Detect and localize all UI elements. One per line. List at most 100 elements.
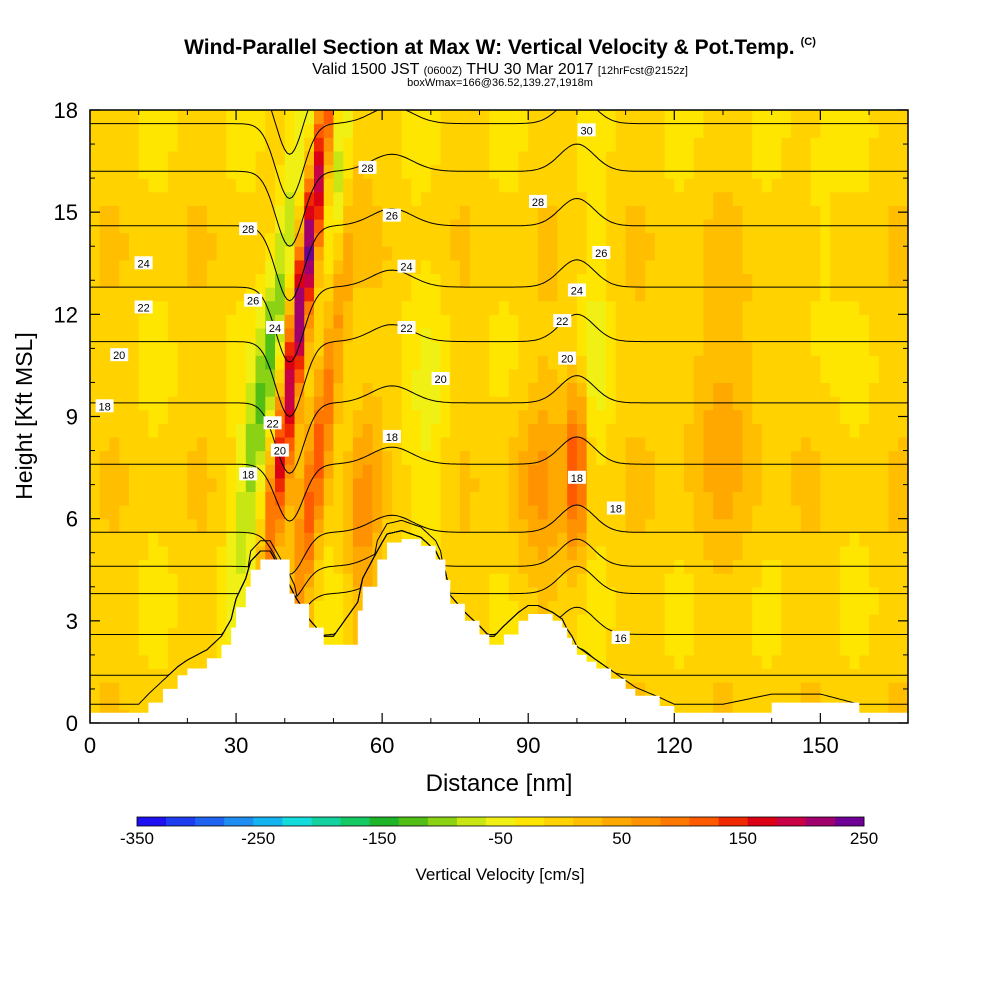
velocity-cell xyxy=(430,205,442,220)
colorbar-tick-label: -250 xyxy=(241,829,275,848)
velocity-cell xyxy=(800,300,812,315)
velocity-cell xyxy=(888,178,899,193)
velocity-cell xyxy=(99,110,111,125)
velocity-cell xyxy=(528,300,539,315)
velocity-cell xyxy=(849,341,860,356)
velocity-cell xyxy=(187,464,198,479)
velocity-cell xyxy=(752,327,763,343)
velocity-cell xyxy=(421,259,432,275)
velocity-cell xyxy=(343,287,354,302)
velocity-cell xyxy=(499,545,510,561)
velocity-cell xyxy=(148,123,159,138)
velocity-cell xyxy=(99,600,111,615)
velocity-cell xyxy=(869,150,880,166)
velocity-cell xyxy=(382,218,393,234)
velocity-cell xyxy=(713,123,724,138)
velocity-cell xyxy=(304,150,315,166)
velocity-cell xyxy=(586,532,597,547)
velocity-cell xyxy=(674,505,685,520)
velocity-cell xyxy=(547,150,559,166)
velocity-cell xyxy=(343,368,354,384)
svg-text:28: 28 xyxy=(361,163,373,175)
velocity-cell xyxy=(294,545,305,561)
velocity-cell xyxy=(576,314,588,329)
velocity-cell xyxy=(372,259,383,275)
velocity-cell xyxy=(752,436,763,452)
velocity-cell xyxy=(820,368,831,384)
velocity-cell xyxy=(128,450,140,465)
velocity-cell xyxy=(898,505,908,520)
velocity-cell xyxy=(800,464,812,479)
velocity-cell xyxy=(703,150,714,166)
velocity-cell xyxy=(206,450,218,465)
velocity-cell xyxy=(791,300,802,315)
velocity-cell xyxy=(226,314,237,329)
velocity-cell xyxy=(158,382,169,397)
velocity-cell xyxy=(236,409,247,424)
velocity-cell xyxy=(382,368,393,384)
velocity-cell xyxy=(304,573,315,588)
velocity-cell xyxy=(761,491,773,506)
velocity-cell xyxy=(401,396,412,411)
velocity-cell xyxy=(761,355,773,370)
velocity-cell xyxy=(645,327,656,343)
velocity-cell xyxy=(791,314,802,329)
velocity-cell xyxy=(576,505,588,520)
velocity-cell xyxy=(732,614,744,629)
velocity-cell xyxy=(99,491,111,506)
velocity-cell xyxy=(596,491,607,506)
velocity-cell xyxy=(391,232,403,247)
velocity-cell xyxy=(411,178,422,193)
velocity-cell xyxy=(859,477,870,493)
velocity-cell xyxy=(304,314,315,329)
velocity-cell xyxy=(859,273,870,288)
velocity-cell xyxy=(226,137,237,152)
velocity-cell xyxy=(645,573,656,588)
velocity-cell xyxy=(654,573,666,588)
velocity-cell xyxy=(216,368,227,384)
velocity-cell xyxy=(654,532,666,547)
velocity-cell xyxy=(742,246,753,261)
velocity-cell xyxy=(450,287,461,302)
velocity-cell xyxy=(440,232,451,247)
velocity-cell xyxy=(664,545,675,561)
velocity-cell xyxy=(576,477,588,493)
velocity-cell xyxy=(177,423,188,438)
velocity-cell xyxy=(187,246,198,261)
velocity-cell xyxy=(109,614,120,629)
velocity-cell xyxy=(820,477,831,493)
velocity-cell xyxy=(411,409,422,424)
velocity-cell xyxy=(547,532,559,547)
velocity-cell xyxy=(508,614,520,629)
velocity-cell xyxy=(635,545,646,561)
velocity-cell xyxy=(576,627,588,642)
velocity-cell xyxy=(761,545,773,561)
velocity-cell xyxy=(508,450,520,465)
velocity-cell xyxy=(109,409,120,424)
velocity-cell xyxy=(615,150,627,166)
velocity-cell xyxy=(810,382,821,397)
velocity-cell xyxy=(878,314,890,329)
velocity-cell xyxy=(781,246,792,261)
velocity-cell xyxy=(323,573,335,588)
velocity-cell xyxy=(148,205,159,220)
velocity-cell xyxy=(839,600,851,615)
velocity-cell xyxy=(781,573,792,588)
velocity-cell xyxy=(430,259,442,275)
velocity-cell xyxy=(90,477,101,493)
velocity-cell xyxy=(275,232,286,247)
velocity-cell xyxy=(245,382,257,397)
velocity-cell xyxy=(411,246,422,261)
velocity-cell xyxy=(722,110,734,125)
velocity-cell xyxy=(265,137,276,152)
velocity-cell xyxy=(898,464,908,479)
velocity-cell xyxy=(99,436,111,452)
velocity-cell xyxy=(635,423,646,438)
velocity-cell xyxy=(537,287,549,302)
velocity-cell xyxy=(732,191,744,206)
velocity-cell xyxy=(391,409,403,424)
velocity-cell xyxy=(109,137,120,152)
velocity-cell xyxy=(713,682,724,697)
velocity-cell xyxy=(197,205,208,220)
